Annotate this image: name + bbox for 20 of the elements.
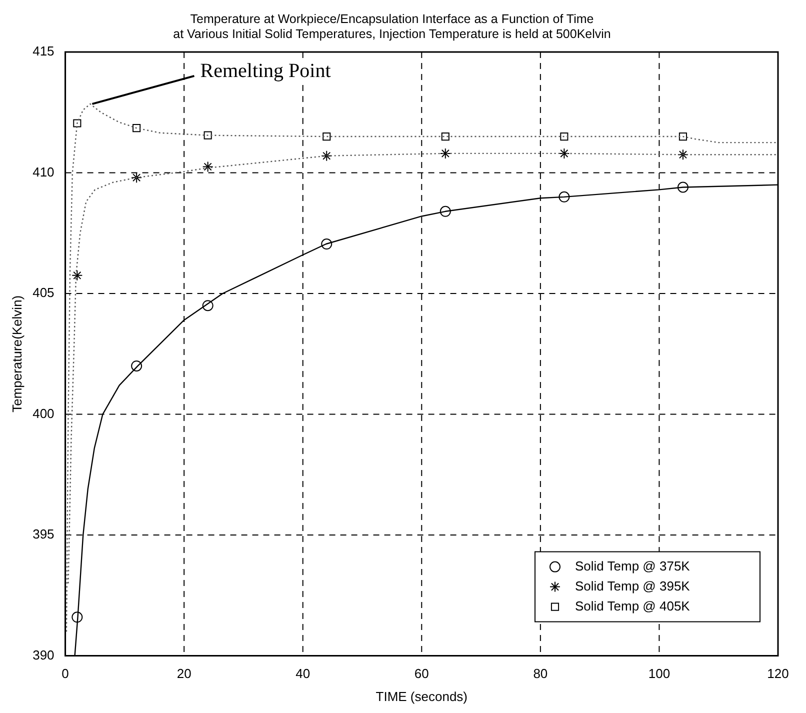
legend-label: Solid Temp @ 375K xyxy=(575,558,690,574)
y-axis-title: Temperature(Kelvin) xyxy=(9,295,24,412)
x-tick-label: 100 xyxy=(648,666,670,682)
legend-label: Solid Temp @ 395K xyxy=(575,578,690,594)
x-axis-title: TIME (seconds) xyxy=(376,688,468,704)
x-tick-label: 80 xyxy=(533,666,548,682)
x-tick-label: 120 xyxy=(767,666,789,682)
y-tick-label: 390 xyxy=(32,647,54,662)
x-tick-label: 40 xyxy=(296,666,310,682)
y-tick-label: 395 xyxy=(32,526,54,542)
y-tick-label: 415 xyxy=(32,44,54,59)
y-tick-label: 410 xyxy=(32,164,54,180)
x-tick-label: 60 xyxy=(414,666,429,682)
annotation: Remelting Point xyxy=(200,60,332,82)
x-tick-label: 20 xyxy=(176,666,192,682)
x-tick-label: 0 xyxy=(62,666,69,682)
chart-title: Temperature at Workpiece/Encapsulation Interface as a Function of Time at Various Initial Solid Temperatures, Injection Temperature is held at 500Kelvin xyxy=(173,12,611,41)
legend-label: Solid Temp @ 405K xyxy=(575,598,690,614)
y-tick-label: 400 xyxy=(32,406,54,421)
y-tick-label: 405 xyxy=(32,285,54,300)
